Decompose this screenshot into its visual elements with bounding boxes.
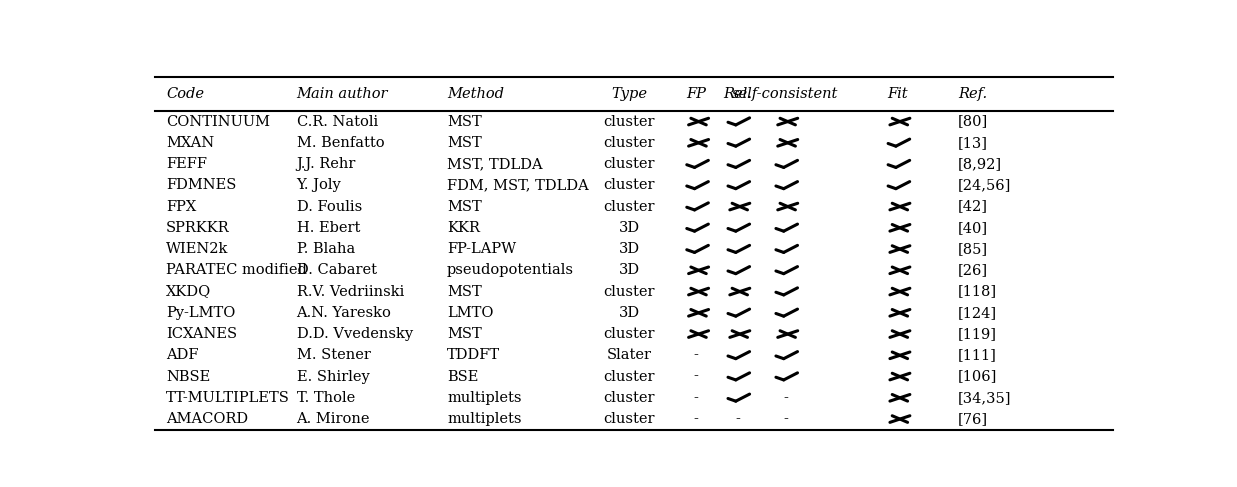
Text: self-consistent: self-consistent (732, 87, 839, 101)
Text: Type: Type (611, 87, 647, 101)
Text: MST: MST (447, 114, 481, 129)
Text: Y. Joly: Y. Joly (297, 178, 341, 192)
Text: [34,35]: [34,35] (957, 391, 1012, 405)
Text: FEFF: FEFF (166, 157, 207, 171)
Text: 3D: 3D (618, 263, 640, 277)
Text: Code: Code (166, 87, 204, 101)
Text: 3D: 3D (618, 221, 640, 235)
Text: cluster: cluster (604, 370, 654, 384)
Text: Ref.: Ref. (957, 87, 987, 101)
Text: MST: MST (447, 284, 481, 299)
Text: -: - (694, 348, 699, 362)
Text: T. Thole: T. Thole (297, 391, 355, 405)
Text: cluster: cluster (604, 157, 654, 171)
Text: WIEN2k: WIEN2k (166, 242, 229, 256)
Text: NBSE: NBSE (166, 370, 210, 384)
Text: cluster: cluster (604, 136, 654, 150)
Text: Py-LMTO: Py-LMTO (166, 306, 235, 320)
Text: FP: FP (687, 87, 706, 101)
Text: MST: MST (447, 136, 481, 150)
Text: [119]: [119] (957, 327, 997, 341)
Text: Main author: Main author (297, 87, 388, 101)
Text: cluster: cluster (604, 114, 654, 129)
Text: A. Mirone: A. Mirone (297, 412, 370, 426)
Text: LMTO: LMTO (447, 306, 494, 320)
Text: AMACORD: AMACORD (166, 412, 249, 426)
Text: 3D: 3D (618, 242, 640, 256)
Text: cluster: cluster (604, 200, 654, 214)
Text: M. Benfatto: M. Benfatto (297, 136, 385, 150)
Text: cluster: cluster (604, 284, 654, 299)
Text: D. Foulis: D. Foulis (297, 200, 361, 214)
Text: [8,92]: [8,92] (957, 157, 1002, 171)
Text: -: - (735, 412, 740, 426)
Text: [40]: [40] (957, 221, 988, 235)
Text: R.V. Vedriinski: R.V. Vedriinski (297, 284, 404, 299)
Text: [118]: [118] (957, 284, 997, 299)
Text: FDM, MST, TDLDA: FDM, MST, TDLDA (447, 178, 589, 192)
Text: MST: MST (447, 200, 481, 214)
Text: Fit: Fit (887, 87, 908, 101)
Text: D.D. Vvedensky: D.D. Vvedensky (297, 327, 413, 341)
Text: [13]: [13] (957, 136, 988, 150)
Text: -: - (783, 412, 788, 426)
Text: FPX: FPX (166, 200, 197, 214)
Text: multiplets: multiplets (447, 391, 522, 405)
Text: 3D: 3D (618, 306, 640, 320)
Text: [111]: [111] (957, 348, 997, 362)
Text: TDDFT: TDDFT (447, 348, 500, 362)
Text: [42]: [42] (957, 200, 988, 214)
Text: cluster: cluster (604, 391, 654, 405)
Text: XKDQ: XKDQ (166, 284, 212, 299)
Text: SPRKKR: SPRKKR (166, 221, 230, 235)
Text: MXAN: MXAN (166, 136, 214, 150)
Text: [76]: [76] (957, 412, 988, 426)
Text: BSE: BSE (447, 370, 479, 384)
Text: D. Cabaret: D. Cabaret (297, 263, 376, 277)
Text: Slater: Slater (606, 348, 652, 362)
Text: MST, TDLDA: MST, TDLDA (447, 157, 543, 171)
Text: cluster: cluster (604, 327, 654, 341)
Text: [106]: [106] (957, 370, 997, 384)
Text: Method: Method (447, 87, 503, 101)
Text: pseudopotentials: pseudopotentials (447, 263, 574, 277)
Text: TT-MULTIPLETS: TT-MULTIPLETS (166, 391, 289, 405)
Text: MST: MST (447, 327, 481, 341)
Text: -: - (694, 370, 699, 384)
Text: -: - (694, 412, 699, 426)
Text: ADF: ADF (166, 348, 199, 362)
Text: multiplets: multiplets (447, 412, 522, 426)
Text: E. Shirley: E. Shirley (297, 370, 370, 384)
Text: PARATEC modified: PARATEC modified (166, 263, 307, 277)
Text: C.R. Natoli: C.R. Natoli (297, 114, 377, 129)
Text: [85]: [85] (957, 242, 988, 256)
Text: KKR: KKR (447, 221, 480, 235)
Text: A.N. Yaresko: A.N. Yaresko (297, 306, 391, 320)
Text: M. Stener: M. Stener (297, 348, 370, 362)
Text: [124]: [124] (957, 306, 997, 320)
Text: FDMNES: FDMNES (166, 178, 236, 192)
Text: Rel.: Rel. (724, 87, 752, 101)
Text: [26]: [26] (957, 263, 988, 277)
Text: FP-LAPW: FP-LAPW (447, 242, 516, 256)
Text: [80]: [80] (957, 114, 988, 129)
Text: CONTINUUM: CONTINUUM (166, 114, 270, 129)
Text: [24,56]: [24,56] (957, 178, 1012, 192)
Text: cluster: cluster (604, 412, 654, 426)
Text: ICXANES: ICXANES (166, 327, 238, 341)
Text: cluster: cluster (604, 178, 654, 192)
Text: -: - (783, 391, 788, 405)
Text: P. Blaha: P. Blaha (297, 242, 355, 256)
Text: J.J. Rehr: J.J. Rehr (297, 157, 356, 171)
Text: H. Ebert: H. Ebert (297, 221, 360, 235)
Text: -: - (694, 391, 699, 405)
